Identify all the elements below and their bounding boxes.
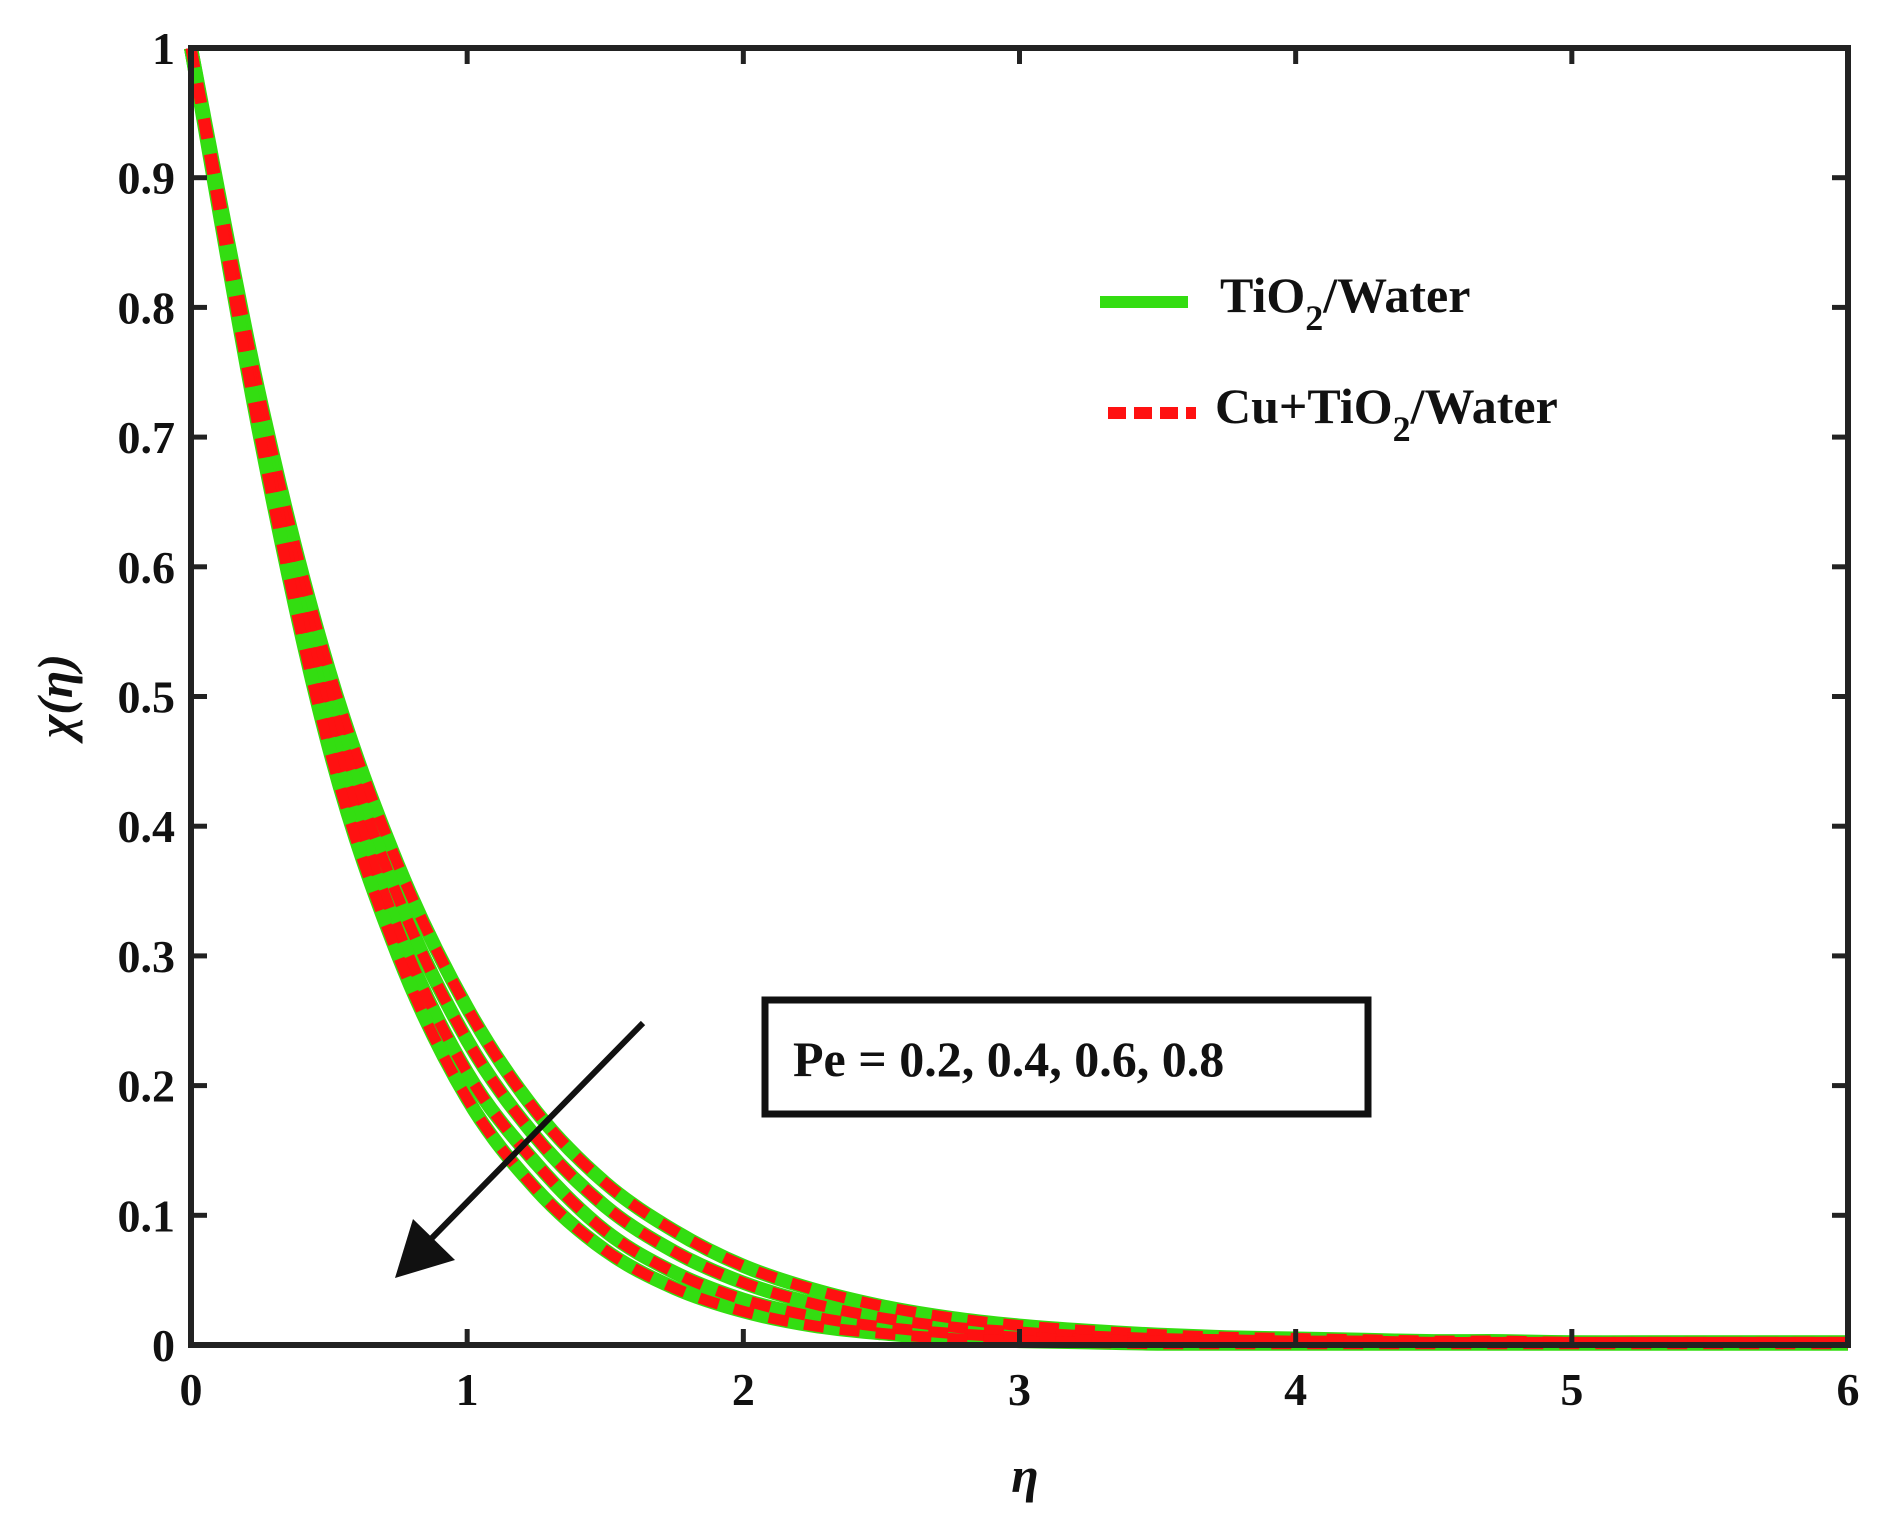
tio2-water-curve-pe-2 — [184, 46, 1848, 1350]
tio2-water-curve-pe-1 — [184, 46, 1848, 1350]
y-tick-label: 0.6 — [118, 542, 176, 593]
y-axis-title: χ(η) — [27, 654, 83, 744]
tio2-water-curve-pe-4 — [184, 46, 1848, 1351]
cu-tio2-water-curve-pe-3 — [185, 47, 1848, 1349]
plot-frame — [188, 45, 1851, 1348]
tick-labels: 0 1 2 3 4 5 6 0 0.1 0.2 0.3 0.4 0.5 0.6 0.7 0.8 0.9 1 — [118, 23, 1860, 1415]
x-tick-label: 4 — [1284, 1364, 1307, 1415]
y-tick-label: 0.2 — [118, 1061, 176, 1112]
legend-label-tio2-water: TiO2/Water — [1220, 267, 1470, 338]
legend-label-tio2-water-sub: 2 — [1305, 298, 1323, 338]
legend-label-cu-tio2-water-main: Cu+TiO — [1215, 378, 1393, 434]
cu-tio2-water-curve-pe-2 — [185, 46, 1848, 1349]
legend: TiO2/Water Cu+TiO2/Water — [1100, 267, 1558, 449]
annotation-text: Pe = 0.2, 0.4, 0.6, 0.8 — [793, 1031, 1224, 1087]
y-tick-label: 0.4 — [118, 801, 176, 852]
ticks-layer — [188, 45, 1851, 1348]
x-tick-label: 5 — [1560, 1364, 1583, 1415]
legend-label-cu-tio2-water: Cu+TiO2/Water — [1215, 378, 1558, 449]
y-tick-label: 0.8 — [118, 282, 176, 333]
legend-label-tio2-water-suffix: /Water — [1322, 267, 1470, 323]
y-tick-label: 0 — [152, 1320, 175, 1371]
annotation: Pe = 0.2, 0.4, 0.6, 0.8 — [395, 996, 1372, 1278]
y-tick-label: 0.5 — [118, 672, 176, 723]
annotation-arrow-head — [395, 1219, 455, 1278]
tio2-water-curve-pe-3 — [184, 46, 1848, 1350]
annotation-arrow-shaft — [427, 1020, 646, 1243]
y-tick-label: 0.9 — [118, 153, 176, 204]
cu-tio2-water-curve-pe-1 — [185, 46, 1848, 1349]
cu-tio2-water-curve-pe-4 — [185, 47, 1848, 1350]
legend-label-cu-tio2-water-suffix: /Water — [1410, 378, 1558, 434]
x-tick-label: 3 — [1008, 1364, 1031, 1415]
y-tick-label: 1 — [152, 23, 175, 74]
legend-label-cu-tio2-water-sub: 2 — [1393, 409, 1411, 449]
y-tick-label: 0.7 — [118, 412, 176, 463]
x-axis-title: η — [1011, 1447, 1038, 1503]
y-tick-label: 0.3 — [118, 931, 176, 982]
x-tick-label: 1 — [456, 1364, 479, 1415]
y-tick-label: 0.1 — [118, 1190, 176, 1241]
x-tick-label: 6 — [1837, 1364, 1860, 1415]
annotation-box — [761, 996, 1372, 1118]
curves-layer — [184, 46, 1848, 1351]
x-tick-label: 2 — [732, 1364, 755, 1415]
x-tick-label: 0 — [180, 1364, 203, 1415]
legend-label-tio2-water-main: TiO — [1220, 267, 1305, 323]
